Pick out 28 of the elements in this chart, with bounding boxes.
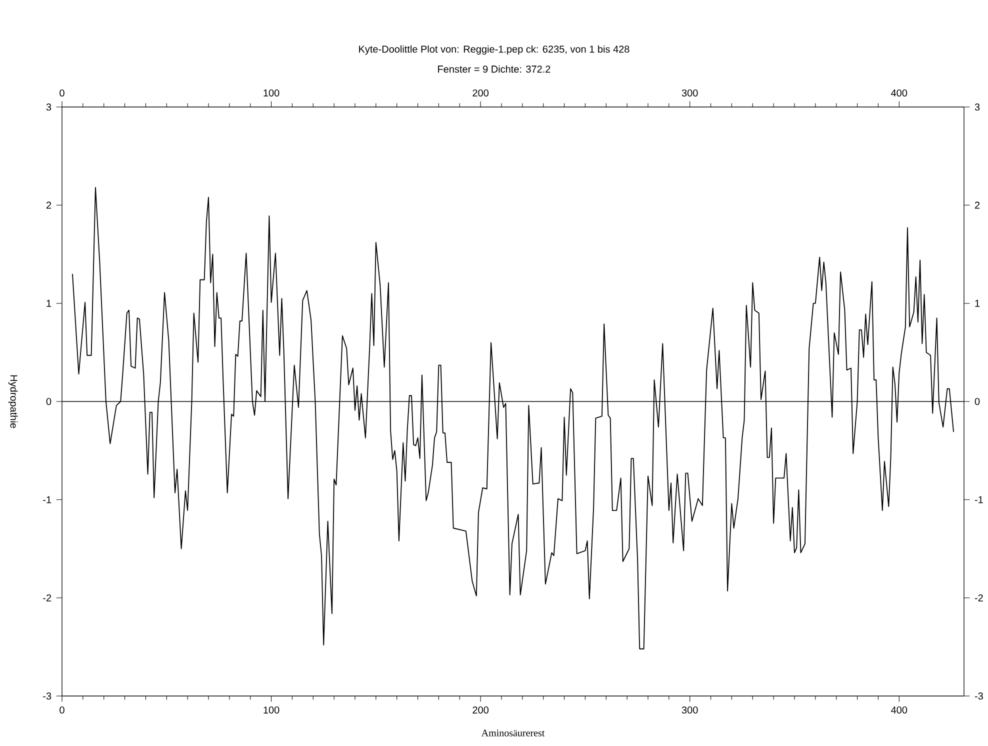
y2-tick-label: -3 [974,692,983,700]
y-tick-label: -1 [43,496,52,504]
y2-tick-label: 1 [975,300,980,307]
x2-tick-label: 0 [60,706,64,714]
x-tick-label: 200 [472,89,489,97]
y2-tick-label: 2 [974,202,980,209]
y-tick-label: 2 [46,202,52,209]
y2-tick-label: -1 [974,496,983,504]
x-tick-label: 0 [60,89,64,97]
y2-tick-label: -2 [974,594,983,602]
x-tick-label: 400 [891,89,908,97]
y2-tick-label: 0 [974,398,980,406]
y-tick-label: 3 [46,103,52,111]
chart-subtitle: Fenster = 9 Dichte: 372.2 [438,65,550,73]
y-tick-label: 0 [46,398,52,406]
x2-tick-label: 200 [472,706,489,714]
y-tick-label: 1 [46,300,52,307]
x2-tick-label: 400 [891,706,908,714]
y2-tick-label: 3 [974,103,980,111]
x-axis-title: Aminosäurerest [481,730,545,736]
y-axis-title: Hydropathie [8,375,18,428]
x-tick-label: 300 [682,89,698,97]
y-tick-label: -3 [43,692,52,700]
chart-title: Kyte-Doolittle Plot von: Reggie-1.pep ck: 6235, von 1 bis 428 [359,45,630,55]
y-tick-label: -2 [43,594,52,602]
x2-tick-label: 300 [682,706,698,714]
x2-tick-label: 100 [264,706,280,714]
x-tick-label: 100 [264,89,280,97]
